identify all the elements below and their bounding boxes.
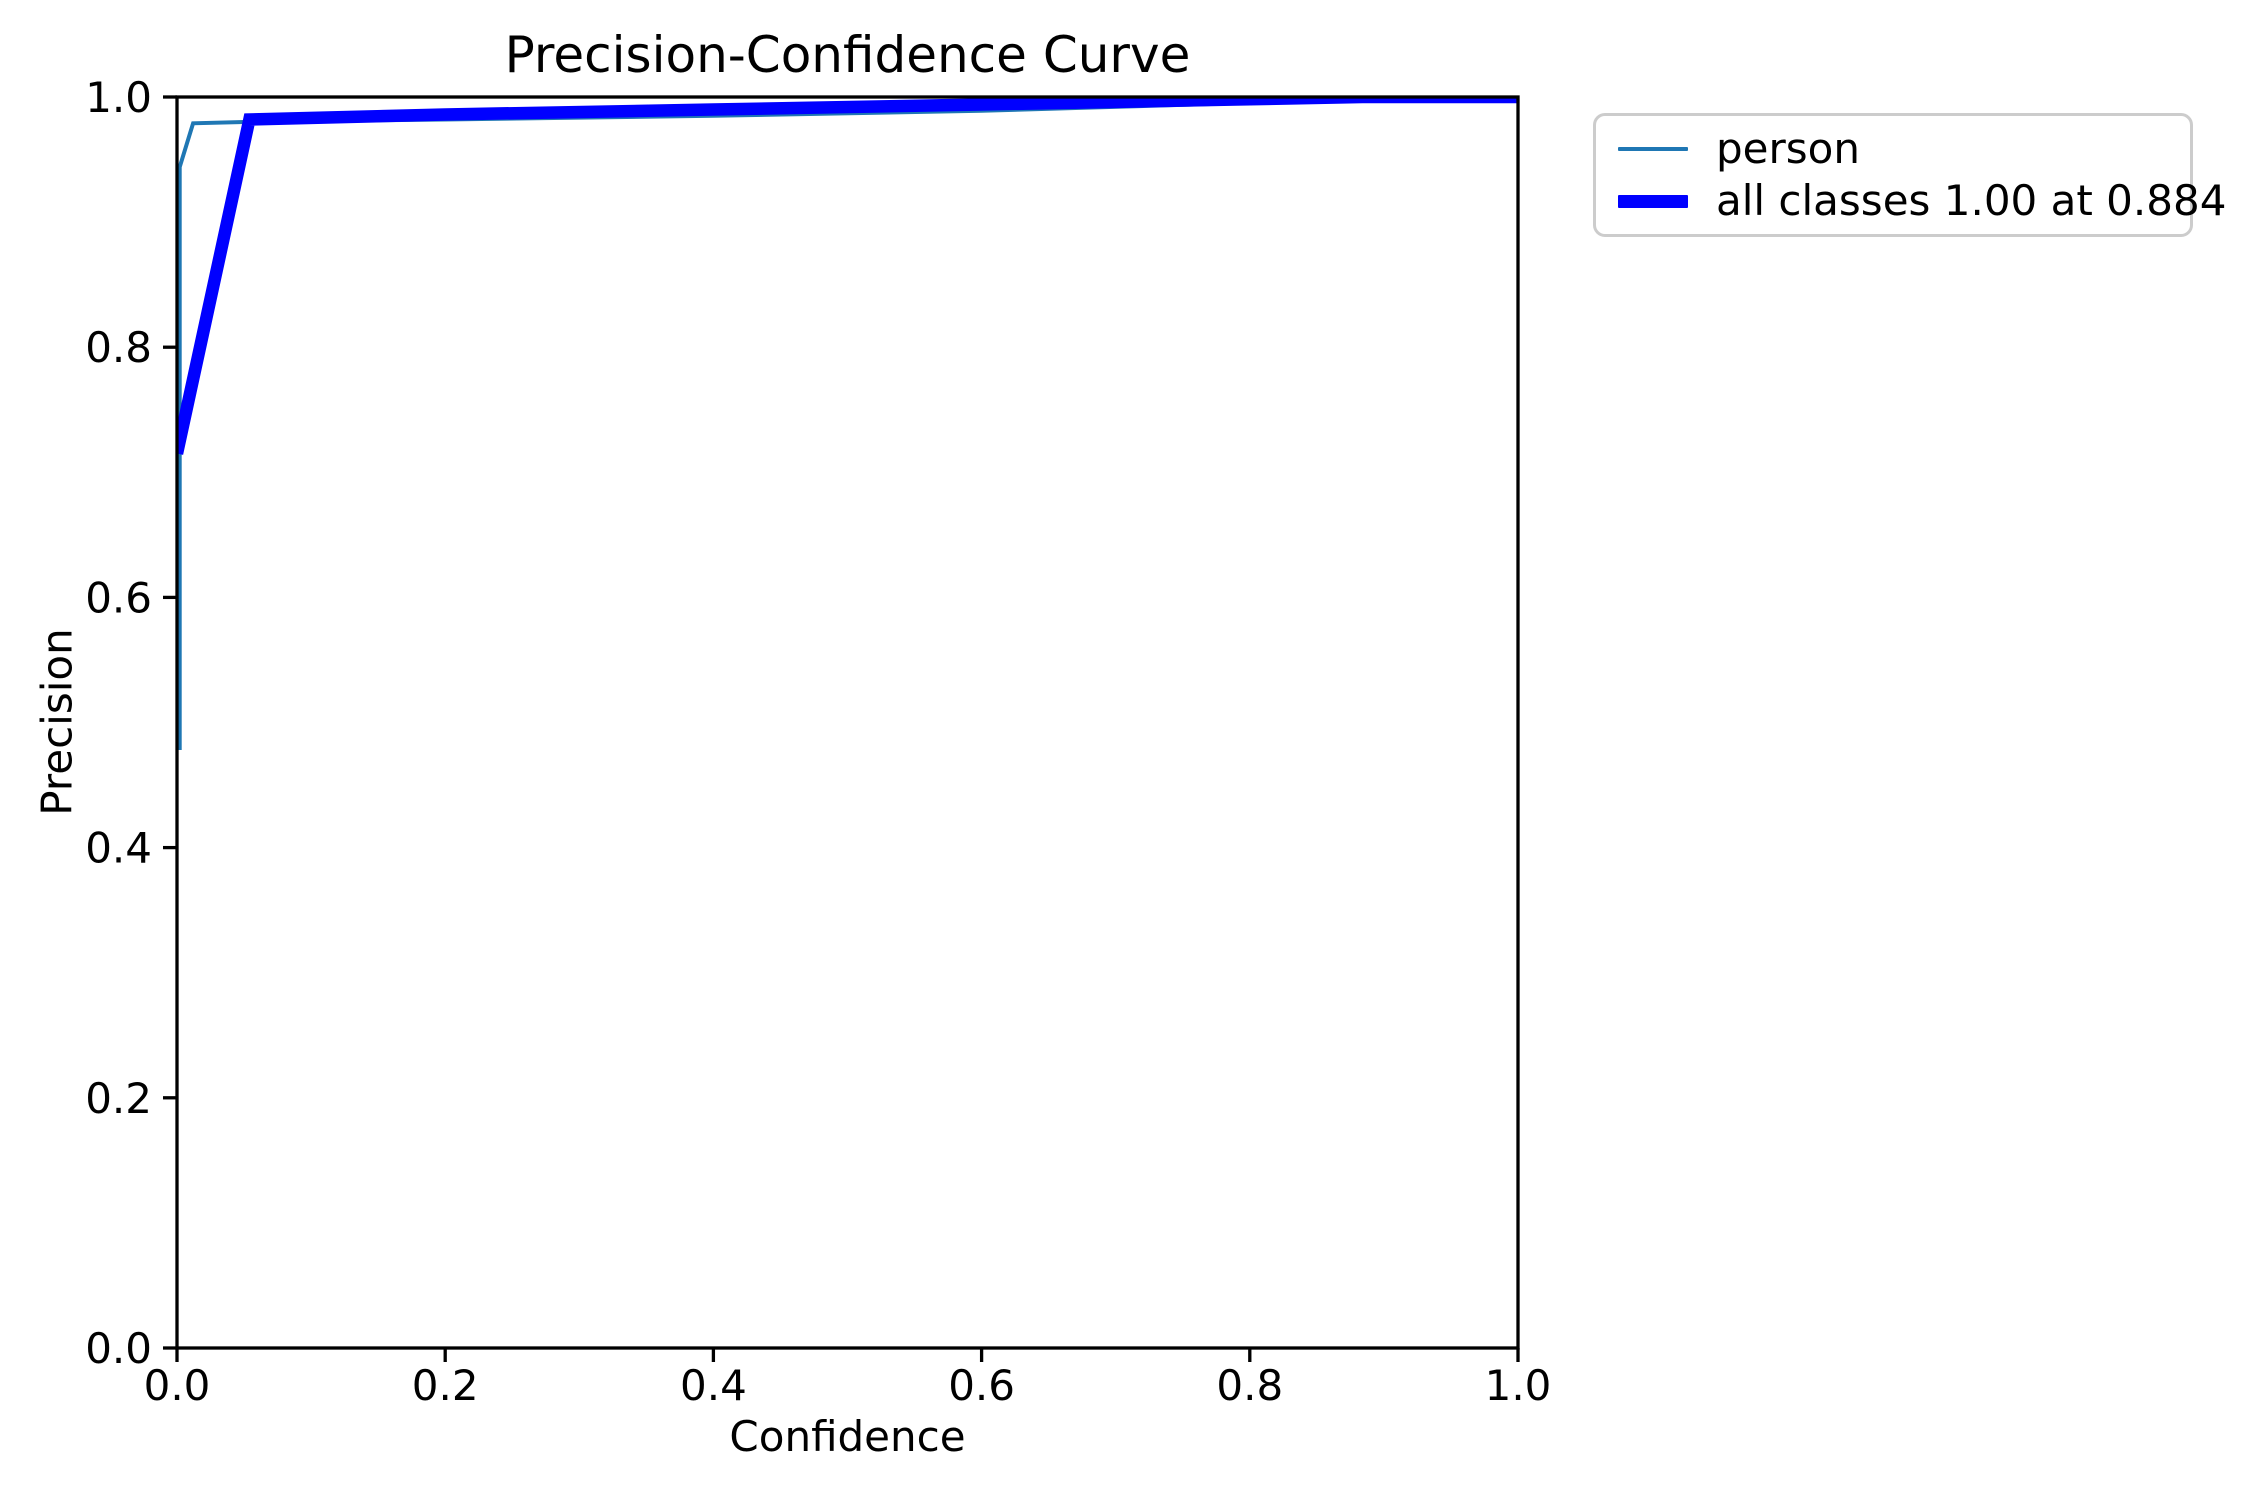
- y-tick-label: 0.8: [85, 323, 152, 372]
- chart-title: Precision-Confidence Curve: [504, 26, 1191, 84]
- x-axis-label: Confidence: [729, 1412, 966, 1461]
- x-tick-label: 0.6: [948, 1361, 1015, 1410]
- y-tick-label: 0.6: [85, 573, 152, 622]
- x-tick-label: 0.8: [1216, 1361, 1283, 1410]
- y-tick-label: 1.0: [85, 73, 152, 122]
- x-tick-label: 0.4: [680, 1361, 747, 1410]
- legend-item-person: person: [1596, 125, 2190, 173]
- legend-label-person: person: [1716, 123, 1860, 173]
- x-tick-label: 1.0: [1485, 1361, 1552, 1410]
- y-tick-label: 0.0: [85, 1324, 152, 1373]
- y-tick-label: 0.4: [85, 824, 152, 873]
- x-tick-label: 0.2: [412, 1361, 479, 1410]
- series-line-all-classes: [176, 96, 1518, 455]
- legend-line-sample-all-classes: [1618, 195, 1688, 208]
- y-tick-label: 0.2: [85, 1074, 152, 1123]
- series-line-person: [177, 96, 1518, 750]
- legend-label-all-classes: all classes 1.00 at 0.884: [1716, 176, 2227, 226]
- x-tick-label: 0.0: [144, 1361, 211, 1410]
- axes-frame: [175, 95, 1520, 1350]
- y-axis-label: Precision: [32, 628, 82, 816]
- legend-line-sample-person: [1618, 146, 1688, 151]
- legend: person all classes 1.00 at 0.884: [1593, 113, 2226, 237]
- legend-item-all-classes: all classes 1.00 at 0.884: [1596, 177, 2226, 225]
